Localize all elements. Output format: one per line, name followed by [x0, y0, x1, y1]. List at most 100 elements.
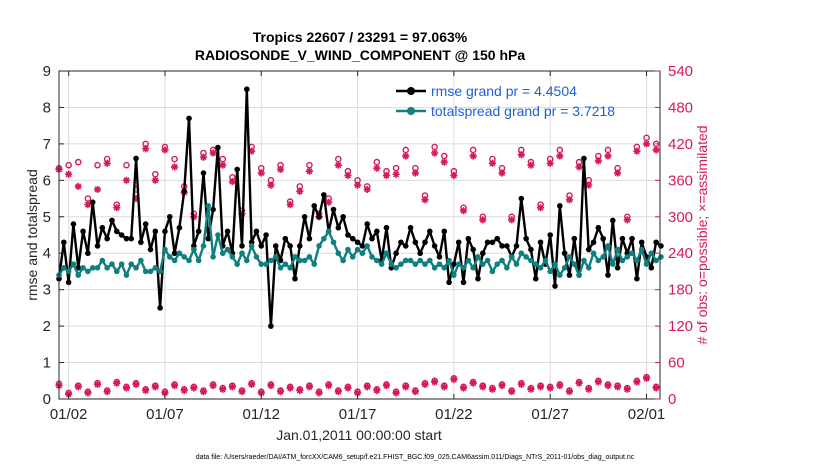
obs-assimilated-marker	[642, 140, 651, 148]
obs-assimilated-marker	[353, 181, 362, 189]
rmse-point	[70, 221, 77, 227]
obs-assimilated-marker-low	[132, 380, 140, 389]
obs-assimilated-marker	[296, 187, 304, 195]
y-right-tick-label: 180	[668, 282, 693, 299]
obs-assimilated-marker-low	[267, 382, 275, 390]
rmse-point	[407, 224, 414, 231]
totalspread-point	[402, 257, 409, 264]
obs-assimilated-marker-low	[305, 383, 314, 391]
obs-assimilated-marker-low	[459, 384, 468, 392]
rmse-point	[282, 235, 289, 242]
rmse-point	[253, 228, 260, 235]
totalspread-point	[561, 265, 568, 271]
rmse-point	[557, 203, 563, 209]
totalspread-point	[605, 243, 611, 249]
y-left-tick-label: 3	[43, 282, 51, 299]
rmse-point	[629, 235, 635, 242]
legend-rmse-marker	[407, 87, 415, 95]
totalspread-point	[441, 265, 448, 271]
rmse-point	[653, 239, 659, 246]
chart-title-line2: RADIOSONDE_V_WIND_COMPONENT @ 150 hPa	[195, 47, 525, 63]
totalspread-point	[566, 254, 573, 260]
totalspread-point	[499, 257, 505, 264]
y-left-tick-label: 0	[43, 391, 51, 408]
rmse-point	[195, 228, 202, 235]
rmse-point	[566, 272, 573, 278]
totalspread-point	[648, 250, 655, 257]
totalspread-point	[292, 254, 298, 260]
totalspread-point	[614, 246, 621, 253]
totalspread-point	[325, 228, 332, 235]
rmse-point	[489, 239, 496, 246]
rmse-point	[162, 228, 168, 235]
totalspread-point	[378, 261, 385, 267]
obs-assimilated-marker	[199, 153, 208, 161]
rmse-point	[402, 243, 409, 249]
totalspread-point	[658, 254, 664, 260]
obs-assimilated-marker-low	[161, 389, 169, 397]
data-file-footnote: data file: /Users/raeder/DAI/ATM_forcXX/…	[196, 454, 635, 461]
obs-assimilated-marker-low	[488, 385, 497, 393]
obs-assimilated-marker	[527, 161, 535, 169]
totalspread-point	[296, 257, 303, 264]
rmse-point	[340, 213, 346, 220]
totalspread-point	[417, 257, 423, 264]
y-axis-right-ticks: 0 60 120 180 240 300 360 420 480 540	[655, 63, 693, 408]
totalspread-point	[518, 250, 525, 257]
obs-assimilated-marker-low	[392, 389, 400, 397]
obs-assimilated-marker	[113, 204, 121, 212]
rmse-point	[446, 279, 452, 286]
y-right-tick-label: 0	[668, 391, 676, 408]
obs-assimilated-marker-low	[585, 385, 593, 393]
obs-assimilated-marker-low	[642, 374, 651, 382]
rmse-point	[210, 206, 216, 213]
y-left-tick-label: 1	[43, 355, 51, 372]
totalspread-point	[186, 257, 192, 264]
totalspread-point	[359, 250, 366, 257]
obs-assimilated-marker-low	[180, 386, 188, 395]
obs-assimilated-marker-low	[122, 384, 131, 392]
obs-assimilated-marker-low	[276, 388, 285, 396]
rmse-point	[224, 228, 231, 235]
rmse-point	[200, 170, 207, 176]
obs-assimilated-marker	[459, 207, 468, 215]
totalspread-point	[340, 257, 346, 264]
obs-assimilated-marker	[508, 216, 516, 224]
totalspread-point	[142, 268, 149, 275]
obs-assimilated-marker-low	[334, 388, 342, 396]
rmse-point	[345, 232, 351, 238]
totalspread-point	[475, 254, 481, 260]
totalspread-point	[465, 257, 472, 264]
rmse-point	[494, 235, 501, 242]
obs-assimilated-marker	[556, 152, 564, 160]
totalspread-point	[581, 257, 587, 264]
obs-assimilated-marker-low	[142, 386, 150, 395]
obs-assimilated-marker-low	[199, 388, 208, 396]
rmse-point	[234, 166, 240, 173]
rmse-point	[455, 239, 462, 246]
obs-assimilated-marker-low	[382, 382, 391, 390]
totalspread-point	[335, 250, 342, 257]
obs-assimilated-marker-low	[151, 383, 159, 391]
obs-assimilated-marker	[536, 204, 545, 212]
totalspread-point	[171, 257, 178, 264]
rmse-line	[57, 87, 662, 328]
totalspread-point	[181, 254, 188, 260]
obs-assimilated-marker-low	[257, 389, 265, 397]
totalspread-point	[89, 265, 96, 271]
rmse-point	[499, 243, 505, 249]
obs-assimilated-marker-low	[84, 389, 92, 397]
x-tick-label: 01/07	[146, 406, 184, 423]
totalspread-point	[600, 254, 606, 260]
obs-assimilated-marker	[373, 164, 381, 172]
totalspread-point	[263, 261, 269, 267]
rmse-point	[383, 224, 390, 231]
rmse-point	[561, 250, 568, 257]
obs-assimilated-marker	[209, 149, 217, 157]
obs-assimilated-marker	[546, 159, 554, 167]
totalspread-point	[610, 261, 616, 267]
obs-assimilated-marker-low	[411, 388, 419, 396]
rmse-point	[547, 232, 554, 238]
rmse-point	[484, 239, 491, 246]
x-axis-label: Jan.01,2011 00:00:00 start	[276, 427, 442, 443]
